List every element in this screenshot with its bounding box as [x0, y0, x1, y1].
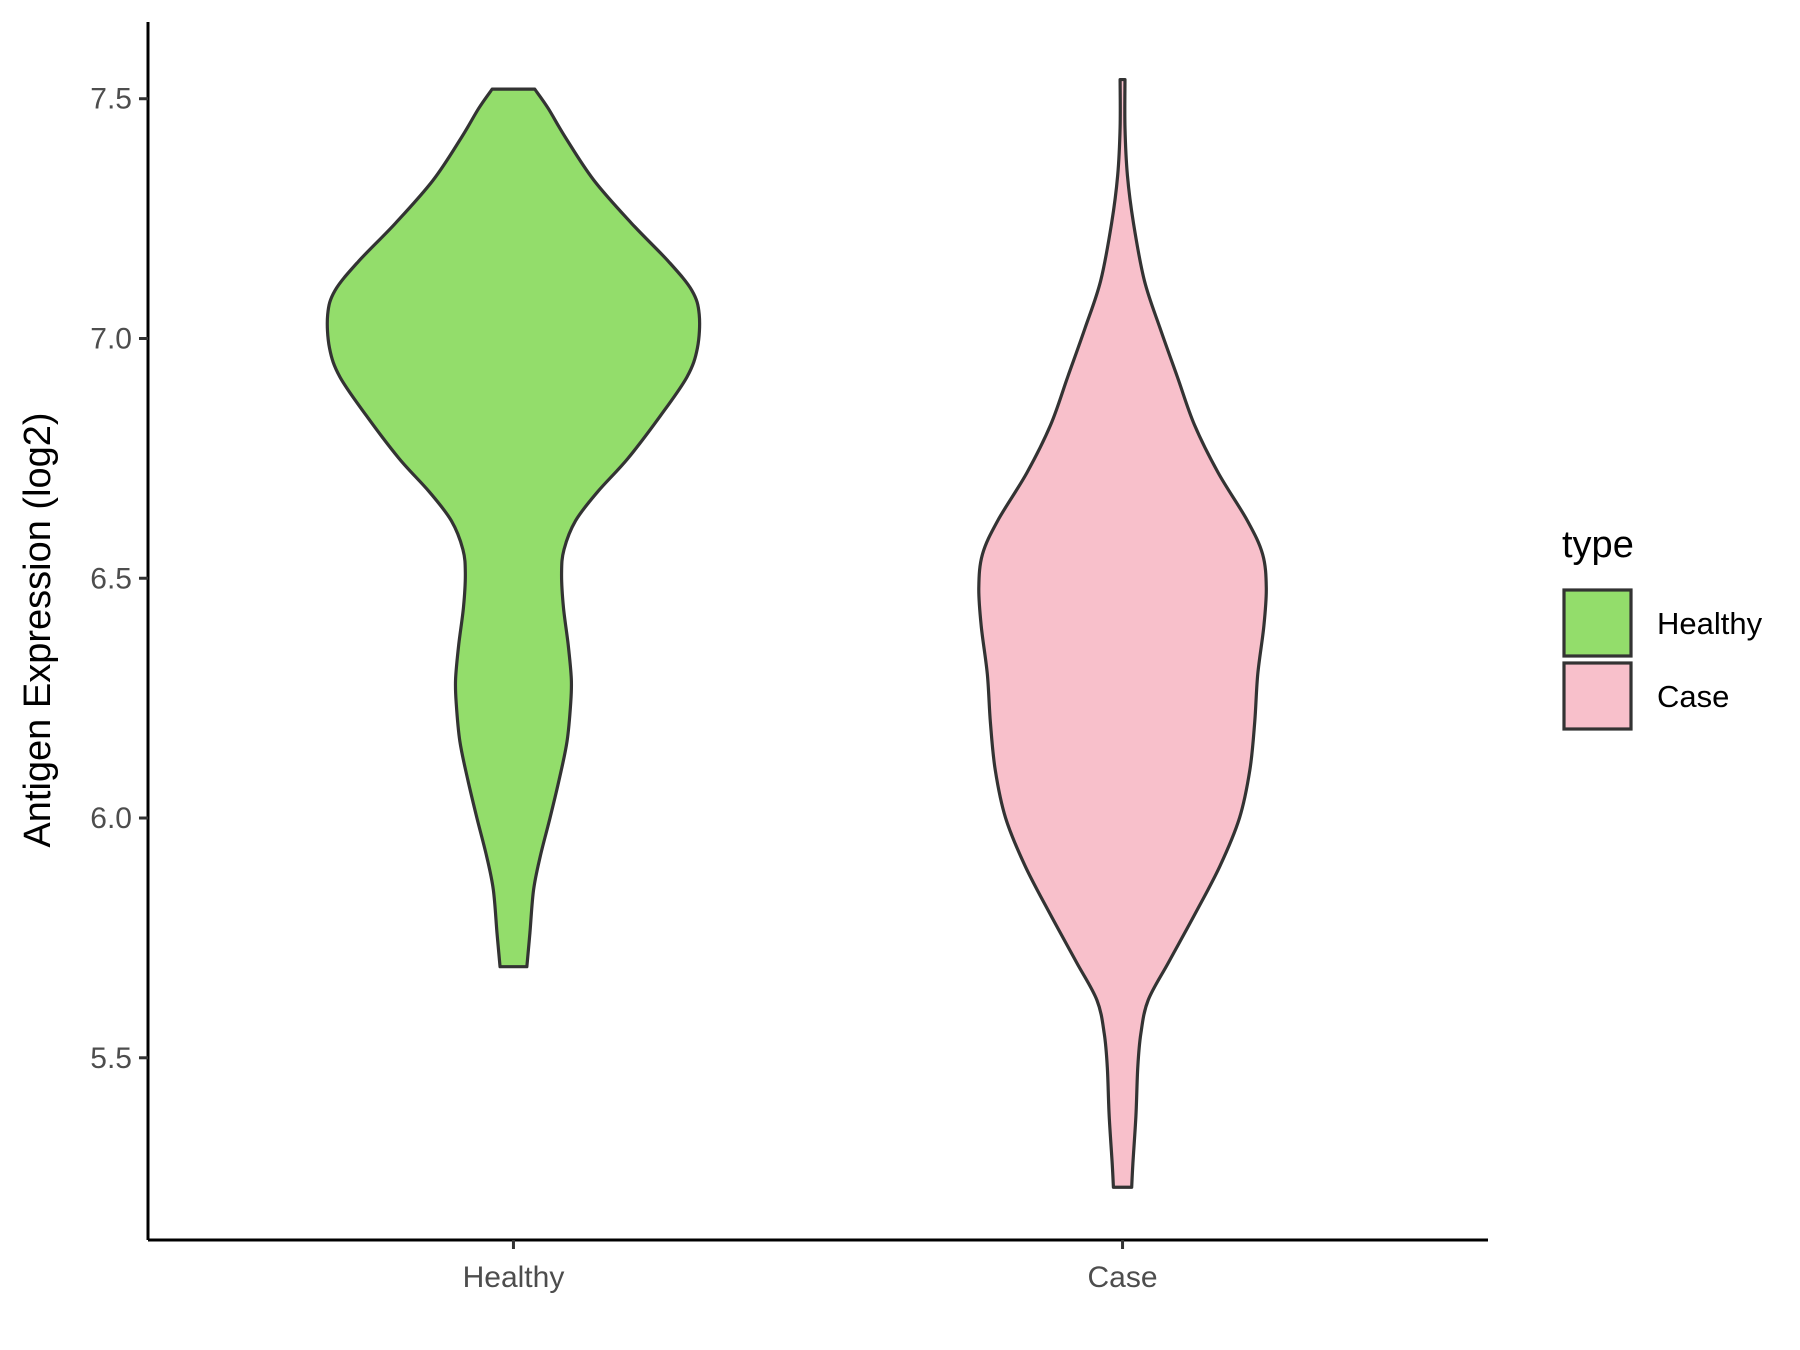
y-axis-title: Antigen Expression (log2): [17, 412, 59, 847]
legend-title: type: [1562, 524, 1634, 566]
violin-healthy: [325, 87, 702, 969]
legend-key-healthy: [1562, 588, 1633, 658]
y-axis: 5.5 6.0 6.5 7.0 7.5: [90, 22, 150, 1240]
y-tick-label: 7.0: [90, 322, 132, 355]
x-tick-label: Case: [1088, 1261, 1158, 1294]
y-tick-label: 6.0: [90, 802, 132, 835]
legend-label-healthy: Healthy: [1657, 606, 1763, 641]
y-tick-label: 6.5: [90, 562, 132, 595]
x-tick-label: Healthy: [463, 1261, 565, 1294]
violin-group: [325, 77, 1268, 1189]
legend: type Healthy Case: [1562, 524, 1763, 731]
y-tick-label: 5.5: [90, 1042, 132, 1075]
legend-key-case: [1562, 661, 1633, 731]
x-axis: Healthy Case: [148, 1238, 1488, 1294]
violin-case: [977, 77, 1268, 1189]
legend-label-case: Case: [1657, 679, 1729, 714]
y-tick-label: 7.5: [90, 83, 132, 116]
